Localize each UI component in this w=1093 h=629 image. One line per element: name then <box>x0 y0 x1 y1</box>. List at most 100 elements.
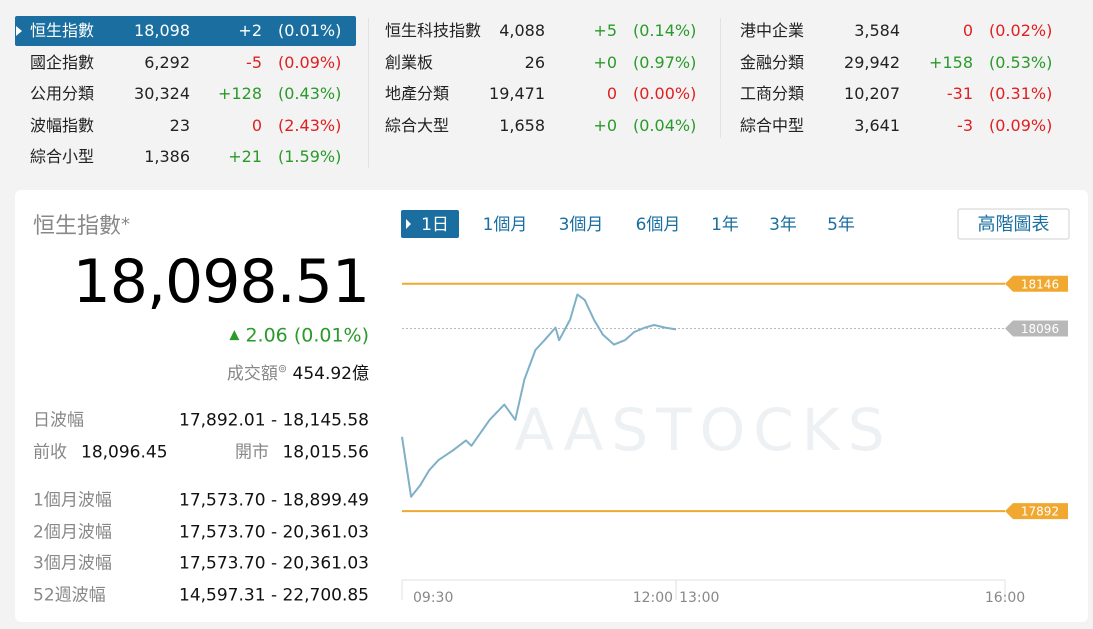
index-change: +2 <box>238 21 262 40</box>
index-pct: (0.01%) <box>278 21 342 40</box>
index-value: 3,641 <box>854 115 900 135</box>
stat-value: 17,573.70 - 20,361.03 <box>179 522 369 542</box>
advanced-button-label[interactable]: 高階圖表 <box>978 214 1050 235</box>
index-value: 1,658 <box>499 115 545 135</box>
index-value: 19,471 <box>489 84 545 103</box>
index-pct: (0.97%) <box>633 52 697 72</box>
active-tab[interactable] <box>401 210 459 238</box>
index-change: +21 <box>228 147 262 166</box>
index-change: -3 <box>957 115 973 135</box>
index-name[interactable]: 創業板 <box>385 52 434 72</box>
quote-price: 18,098.51 <box>72 247 370 317</box>
index-change: -5 <box>246 52 262 72</box>
active-highlight[interactable] <box>15 16 356 46</box>
index-change: 0 <box>606 84 617 103</box>
index-name[interactable]: 國企指數 <box>30 52 95 72</box>
index-name[interactable]: 恒生指數 <box>30 21 95 40</box>
index-name[interactable]: 公用分類 <box>30 84 95 103</box>
up-arrow: ▲ <box>229 327 240 343</box>
index-pct: (0.04%) <box>633 115 697 135</box>
stat-label: 前收 <box>33 442 67 463</box>
tab[interactable]: 3年 <box>769 215 797 235</box>
tab-arrow <box>406 219 411 229</box>
tab[interactable]: 1日 <box>421 215 449 235</box>
reference-tag <box>1005 503 1068 520</box>
index-name[interactable]: 綜合大型 <box>385 115 450 135</box>
index-value: 1,386 <box>144 147 190 166</box>
x-tick-label: 13:00 <box>679 590 719 606</box>
x-tick-label: 16:00 <box>985 590 1025 606</box>
reference-tag <box>1005 275 1068 292</box>
index-value: 23 <box>169 115 190 135</box>
tab[interactable]: 3個月 <box>559 215 604 235</box>
index-pct: (0.00%) <box>633 84 697 103</box>
index-name[interactable]: 波幅指數 <box>30 115 95 135</box>
index-pct: (0.02%) <box>989 21 1053 40</box>
index-change: +0 <box>593 52 617 72</box>
stat-value: 18,096.45 <box>81 442 168 463</box>
x-tick-label: 12:00 <box>633 590 673 606</box>
stat-label: 3個月波幅 <box>33 553 112 574</box>
index-pct: (0.43%) <box>278 84 342 103</box>
index-value: 4,088 <box>499 21 545 40</box>
stat-label: 日波幅 <box>33 410 84 431</box>
stat-value: 17,573.70 - 20,361.03 <box>179 553 369 574</box>
index-name[interactable]: 工商分類 <box>740 84 805 103</box>
stat-value: 18,015.56 <box>282 442 369 463</box>
stat-label: 2個月波幅 <box>33 522 112 542</box>
index-pct: (0.14%) <box>633 21 697 40</box>
index-value: 30,324 <box>134 84 190 103</box>
index-pct: (0.09%) <box>278 52 342 72</box>
index-change: +0 <box>593 115 617 135</box>
stat-value: 14,597.31 - 22,700.85 <box>179 585 369 605</box>
turnover-label: 成交額 <box>226 364 278 384</box>
index-change: -31 <box>946 84 973 103</box>
stat-value: 17,892.01 - 18,145.58 <box>179 410 369 431</box>
stat-label: 52週波幅 <box>33 585 106 605</box>
tab[interactable]: 1個月 <box>483 215 528 235</box>
index-value: 18,098 <box>134 21 190 40</box>
index-name[interactable]: 綜合小型 <box>30 147 95 166</box>
index-name[interactable]: 地產分類 <box>385 84 450 103</box>
stat-value: 17,573.70 - 18,899.49 <box>179 490 369 511</box>
index-name[interactable]: 金融分類 <box>740 52 805 72</box>
index-change: +5 <box>593 21 617 40</box>
index-value: 10,207 <box>844 84 900 103</box>
stat-label: 1個月波幅 <box>33 490 112 511</box>
advanced-button[interactable] <box>957 208 1070 240</box>
reference-tag <box>1005 320 1068 337</box>
index-pct: (1.59%) <box>278 147 342 166</box>
change-text: 2.06 (0.01%) <box>245 324 369 347</box>
index-name[interactable]: 綜合中型 <box>740 115 805 135</box>
price-line <box>401 293 677 498</box>
column-separator <box>368 18 369 168</box>
column-separator <box>720 18 721 138</box>
reference-label: 18096 <box>1021 322 1059 336</box>
quote-panel <box>15 190 1088 622</box>
index-name[interactable]: 港中企業 <box>740 21 805 40</box>
stat-label: 開市 <box>235 442 269 463</box>
turnover-value: 454.92億 <box>292 364 369 384</box>
watermark: AASTOCKS <box>514 396 892 464</box>
reference-label: 17892 <box>1021 505 1059 519</box>
index-change: +128 <box>218 84 262 103</box>
quote-change: ▲ 2.06 (0.01%) <box>229 324 369 347</box>
index-change: +158 <box>929 52 973 72</box>
quote-title: 恒生指數* <box>33 216 130 238</box>
tab[interactable]: 6個月 <box>636 215 681 235</box>
x-tick-label: 09:30 <box>413 590 453 606</box>
index-change: 0 <box>962 21 973 40</box>
reference-label: 18146 <box>1021 277 1059 291</box>
asterisk: * <box>121 214 131 235</box>
title-text: 恒生指數 <box>33 214 122 239</box>
index-value: 3,584 <box>854 21 900 40</box>
tab[interactable]: 1年 <box>711 215 739 235</box>
index-pct: (0.09%) <box>989 115 1053 135</box>
index-name[interactable]: 恒生科技指數 <box>385 21 482 40</box>
index-value: 26 <box>524 52 545 72</box>
tab[interactable]: 5年 <box>827 215 855 235</box>
info-icon[interactable]: ⊚ <box>277 362 288 375</box>
index-pct: (0.53%) <box>989 52 1053 72</box>
